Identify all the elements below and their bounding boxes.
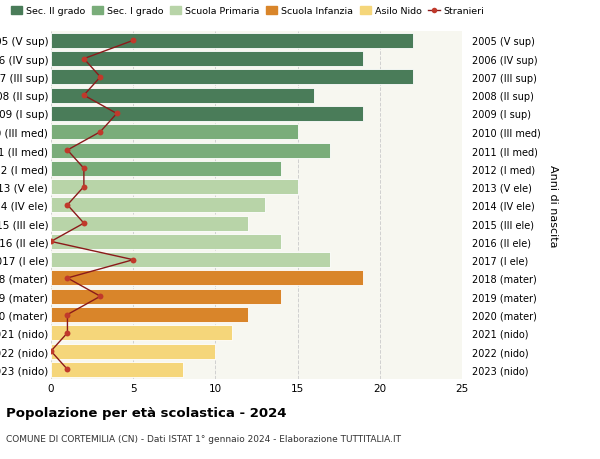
Point <box>95 129 105 136</box>
Point <box>79 56 89 63</box>
Bar <box>51 143 331 158</box>
Point <box>128 38 138 45</box>
Bar <box>51 34 413 49</box>
Bar <box>51 125 298 140</box>
Point <box>62 366 72 373</box>
Point <box>46 238 56 246</box>
Bar <box>51 179 298 195</box>
Bar <box>51 70 413 85</box>
Point <box>79 92 89 100</box>
Bar <box>51 252 331 268</box>
Bar <box>51 271 364 286</box>
Point <box>79 184 89 191</box>
Bar <box>51 198 265 213</box>
Bar <box>51 107 364 122</box>
Point <box>62 311 72 319</box>
Point <box>112 111 122 118</box>
Point <box>95 74 105 81</box>
Bar <box>51 362 182 377</box>
Bar <box>51 52 364 67</box>
Bar <box>51 344 215 359</box>
Bar <box>51 325 232 341</box>
Point <box>62 330 72 337</box>
Bar <box>51 235 281 249</box>
Bar <box>51 308 248 322</box>
Point <box>95 293 105 300</box>
Point <box>46 347 56 355</box>
Point <box>79 165 89 173</box>
Point <box>128 257 138 264</box>
Bar <box>51 162 281 176</box>
Bar <box>51 289 281 304</box>
Text: Popolazione per età scolastica - 2024: Popolazione per età scolastica - 2024 <box>6 406 287 419</box>
Point <box>62 147 72 154</box>
Bar <box>51 216 248 231</box>
Point <box>79 220 89 227</box>
Point <box>62 202 72 209</box>
Text: COMUNE DI CORTEMILIA (CN) - Dati ISTAT 1° gennaio 2024 - Elaborazione TUTTITALIA: COMUNE DI CORTEMILIA (CN) - Dati ISTAT 1… <box>6 434 401 443</box>
Point <box>62 274 72 282</box>
Legend: Sec. II grado, Sec. I grado, Scuola Primaria, Scuola Infanzia, Asilo Nido, Stran: Sec. II grado, Sec. I grado, Scuola Prim… <box>11 7 484 16</box>
Bar <box>51 89 314 103</box>
Y-axis label: Anni di nascita: Anni di nascita <box>548 164 557 246</box>
